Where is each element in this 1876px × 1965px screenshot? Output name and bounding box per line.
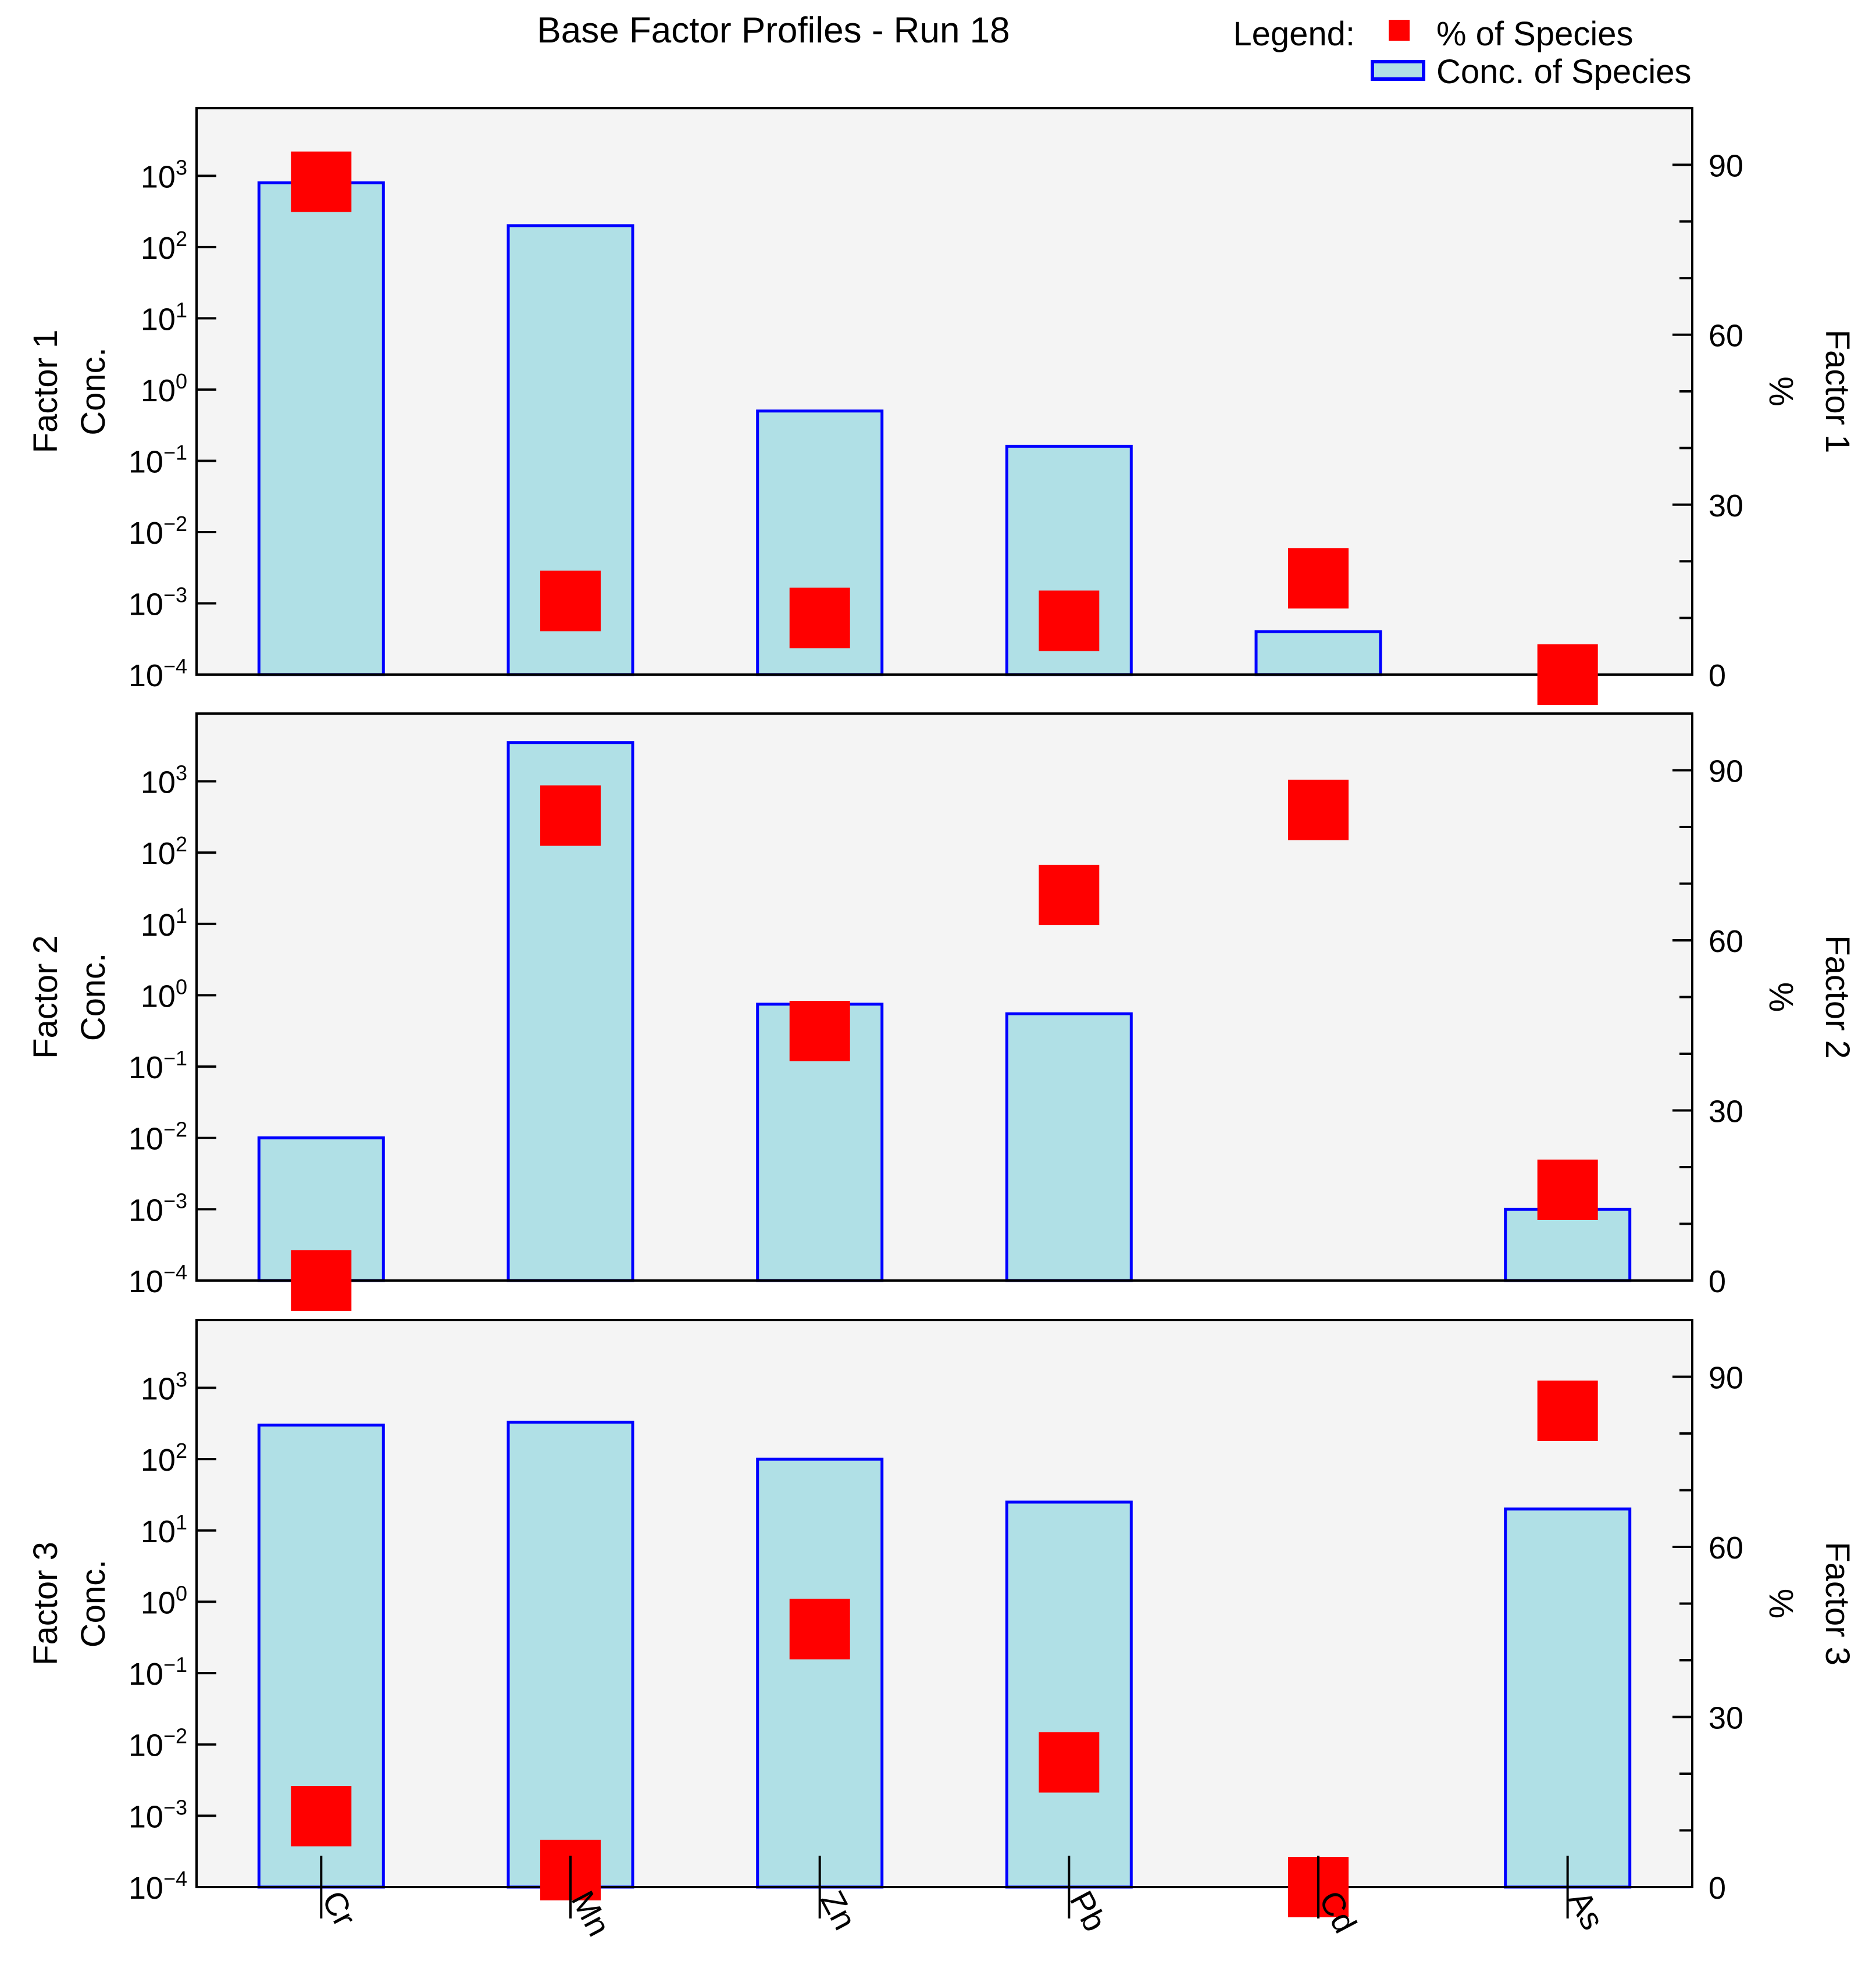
- pct-marker-as: [1537, 1160, 1598, 1220]
- left-axis-title-conc: Conc.: [74, 347, 112, 436]
- left-tick-label: 10−4: [129, 654, 187, 693]
- legend-entry-pct: % of Species: [1436, 15, 1634, 53]
- left-axis-title-conc: Conc.: [74, 1560, 112, 1648]
- left-axis-title-conc: Conc.: [74, 953, 112, 1042]
- pct-marker-pb: [1039, 590, 1100, 651]
- right-axis-title-factor: Factor 1: [1818, 330, 1856, 454]
- legend-entry-conc: Conc. of Species: [1436, 53, 1691, 91]
- panel-factor-2: 10−4 10−3 10−2 10−1 100 101 102 103 0 30 60 90 Facto…: [27, 712, 1856, 1311]
- left-tick-label: 100: [141, 369, 187, 408]
- pct-marker-mn: [540, 785, 601, 846]
- left-tick-label: 101: [141, 904, 187, 943]
- category-label-as: As: [1561, 1885, 1611, 1935]
- left-tick-label: 10−3: [129, 1189, 187, 1228]
- left-tick-label: 10−3: [129, 583, 187, 622]
- category-label-zn: Zn: [814, 1885, 864, 1935]
- left-tick-label: 103: [141, 761, 187, 800]
- right-tick-label: 60: [1709, 1531, 1743, 1565]
- right-tick-label: 0: [1709, 1871, 1726, 1906]
- left-tick-label: 100: [141, 975, 187, 1014]
- pct-marker-zn: [789, 1001, 850, 1061]
- legend-marker-conc: [1371, 60, 1425, 81]
- pct-marker-cd: [1288, 779, 1349, 840]
- left-tick-label: 10−2: [129, 1724, 187, 1763]
- right-tick-label: 0: [1709, 658, 1726, 693]
- left-tick-label: 103: [141, 1368, 187, 1407]
- pct-marker-pb: [1039, 865, 1100, 925]
- left-axis-title-factor: Factor 2: [27, 935, 65, 1059]
- left-tick-label: 101: [141, 298, 187, 337]
- right-tick-label: 0: [1709, 1264, 1726, 1299]
- right-tick-label: 90: [1709, 754, 1743, 789]
- legend-marker-pct: [1389, 20, 1410, 41]
- right-tick-label: 60: [1709, 924, 1743, 959]
- right-tick-label: 30: [1709, 1094, 1743, 1129]
- right-axis-title-factor: Factor 2: [1818, 935, 1856, 1059]
- chart-title: Base Factor Profiles - Run 18: [537, 10, 1010, 51]
- conc-bar-cd: [1254, 630, 1382, 676]
- panel-factor-1: 10−4 10−3 10−2 10−1 100 101 102 103 0 30 60 90 Facto…: [27, 107, 1856, 705]
- right-tick-label: 90: [1709, 148, 1743, 183]
- left-tick-label: 101: [141, 1510, 187, 1549]
- right-axis-title-pct: %: [1762, 1589, 1800, 1619]
- conc-bar-zn: [756, 1457, 884, 1889]
- right-tick-label: 30: [1709, 1701, 1743, 1736]
- pct-marker-cr: [291, 1250, 352, 1311]
- right-axis-title-pct: %: [1762, 982, 1800, 1012]
- conc-bar-mn: [507, 1421, 634, 1889]
- left-tick-label: 10−1: [129, 440, 187, 479]
- conc-bar-cr: [257, 181, 385, 676]
- pct-marker-cd: [1288, 548, 1349, 609]
- left-tick-label: 102: [141, 1439, 187, 1478]
- left-axis-title-factor: Factor 1: [27, 330, 65, 454]
- right-tick-label: 90: [1709, 1361, 1743, 1396]
- left-tick-label: 10−4: [129, 1867, 187, 1906]
- panels-group: 10−4 10−3 10−2 10−1 100 101 102 103 0 30 60 90 Facto…: [27, 107, 1856, 1942]
- plot-area: [197, 108, 1692, 675]
- category-label-pb: Pb: [1063, 1885, 1114, 1937]
- left-tick-label: 102: [141, 227, 187, 266]
- left-tick-label: 10−4: [129, 1260, 187, 1299]
- right-axis-title-factor: Factor 3: [1818, 1542, 1856, 1666]
- left-tick-label: 103: [141, 155, 187, 194]
- pct-marker-as: [1537, 1381, 1598, 1441]
- pct-marker-as: [1537, 644, 1598, 705]
- plot-area: [197, 1320, 1692, 1887]
- left-tick-label: 10−1: [129, 1046, 187, 1085]
- pct-marker-zn: [789, 1599, 850, 1660]
- panel-factor-3: 10−4 10−3 10−2 10−1 100 101 102 103 0 30 60 90 Facto…: [27, 1319, 1856, 1942]
- plot-area: [197, 714, 1692, 1281]
- conc-bar-pb: [1005, 444, 1133, 676]
- pct-marker-mn: [540, 570, 601, 632]
- pct-marker-pb: [1039, 1732, 1100, 1793]
- right-tick-label: 60: [1709, 319, 1743, 354]
- left-tick-label: 10−2: [129, 512, 187, 551]
- right-tick-label: 30: [1709, 488, 1743, 523]
- left-tick-label: 10−3: [129, 1795, 187, 1834]
- left-tick-label: 102: [141, 832, 187, 871]
- pct-marker-zn: [789, 587, 850, 648]
- conc-bar-as: [1504, 1507, 1632, 1889]
- pct-marker-cr: [291, 151, 352, 212]
- pct-marker-cr: [291, 1786, 352, 1847]
- legend: Legend: % of Species Conc. of Species: [1233, 15, 1691, 91]
- left-tick-label: 10−1: [129, 1653, 187, 1692]
- left-axis-title-factor: Factor 3: [27, 1542, 65, 1666]
- right-axis-title-pct: %: [1762, 376, 1800, 406]
- left-tick-label: 10−2: [129, 1118, 187, 1157]
- conc-bar-pb: [1005, 1500, 1133, 1889]
- left-tick-label: 100: [141, 1581, 187, 1620]
- legend-label: Legend:: [1233, 15, 1355, 53]
- conc-bar-pb: [1005, 1012, 1133, 1282]
